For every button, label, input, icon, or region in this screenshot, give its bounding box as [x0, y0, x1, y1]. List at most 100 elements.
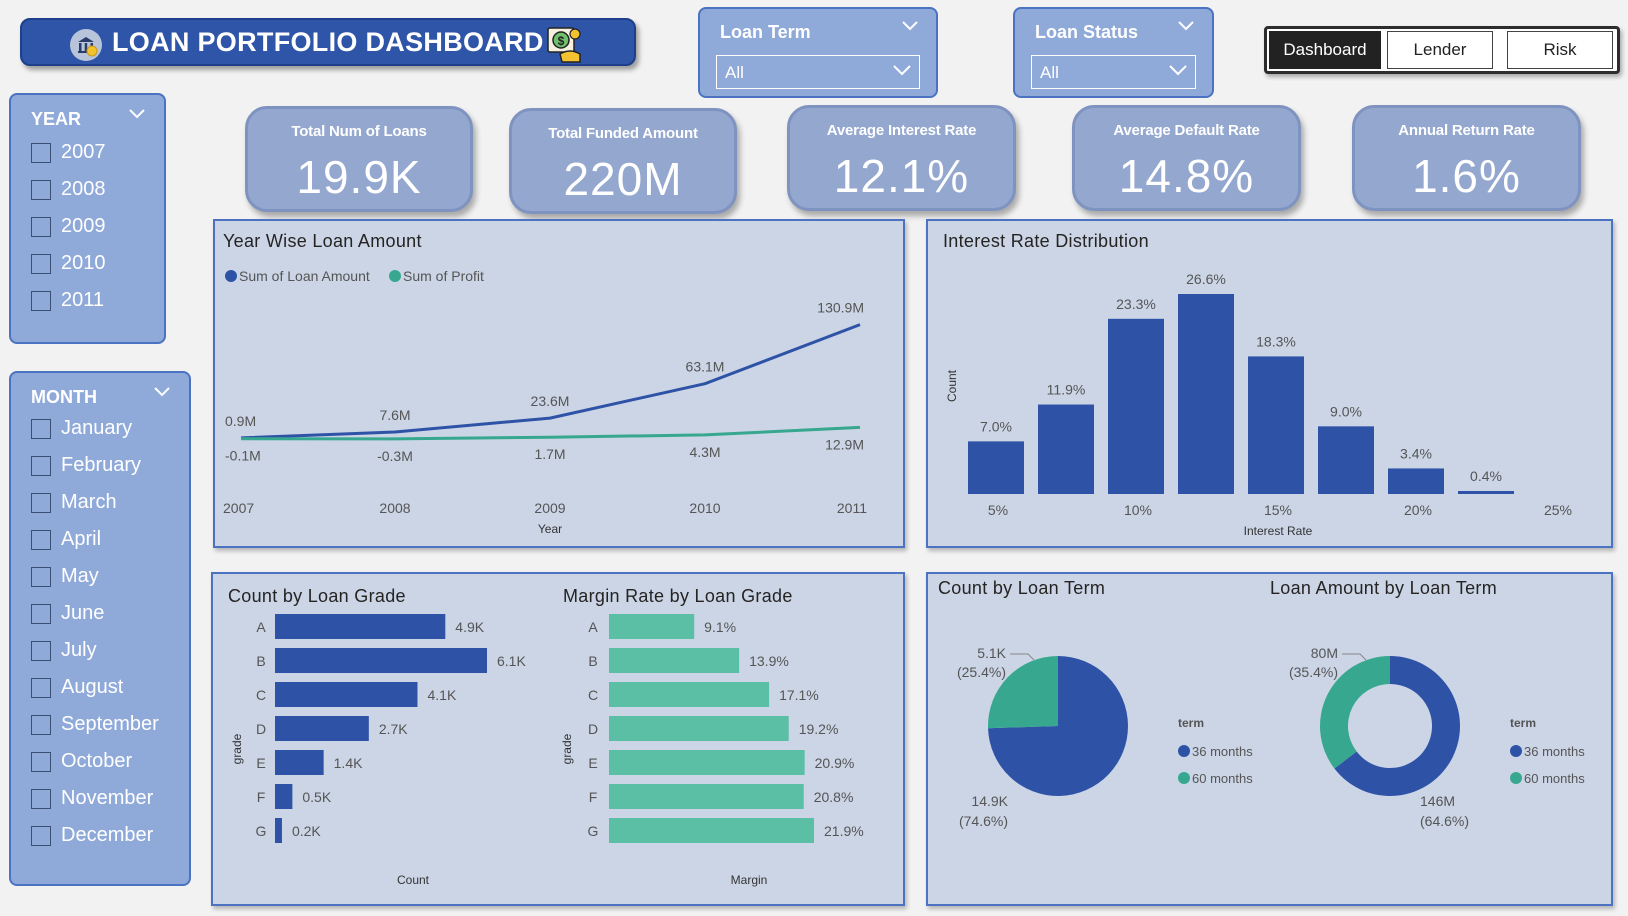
grade-margin-bar[interactable]: [609, 818, 814, 843]
checkbox[interactable]: [31, 640, 51, 661]
grade-count-bar[interactable]: [275, 682, 418, 707]
year-slicer-label: YEAR: [31, 109, 82, 129]
checkbox[interactable]: [31, 290, 51, 311]
loan-status-select[interactable]: All: [1031, 55, 1196, 89]
checkbox[interactable]: [31, 455, 51, 476]
checkbox[interactable]: [31, 418, 51, 439]
dashboard-nav-button[interactable]: Dashboard: [1269, 31, 1381, 69]
checkbox[interactable]: [31, 253, 51, 274]
month-option[interactable]: February: [31, 454, 141, 477]
y-tick-label: D: [256, 721, 266, 737]
grade-count-bar[interactable]: [275, 614, 446, 639]
month-option[interactable]: August: [31, 676, 123, 699]
chart-title: Count by Loan Term: [938, 578, 1106, 598]
chevron-down-icon[interactable]: [902, 21, 918, 31]
checkbox[interactable]: [31, 566, 51, 587]
chevron-down-icon: [1169, 65, 1187, 76]
grade-margin-bar[interactable]: [609, 716, 789, 741]
grade-margin-bar[interactable]: [609, 614, 695, 639]
month-option[interactable]: November: [31, 787, 153, 810]
checkbox[interactable]: [31, 751, 51, 772]
checkbox[interactable]: [31, 529, 51, 550]
checkbox[interactable]: [31, 216, 51, 237]
checkbox[interactable]: [31, 677, 51, 698]
year-option[interactable]: 2009: [31, 215, 106, 238]
count-pie-slice[interactable]: [988, 656, 1128, 796]
month-option[interactable]: January: [31, 417, 132, 440]
data-label: 1.4K: [334, 755, 363, 771]
checkbox[interactable]: [31, 825, 51, 846]
y-tick-label: A: [256, 619, 266, 635]
month-option[interactable]: September: [31, 713, 159, 736]
histogram-bar[interactable]: [1318, 426, 1374, 494]
checkbox[interactable]: [31, 142, 51, 163]
checkbox[interactable]: [31, 788, 51, 809]
checkbox[interactable]: [31, 714, 51, 735]
checkbox[interactable]: [31, 492, 51, 513]
checkbox[interactable]: [31, 603, 51, 624]
kpi-value: 12.1%: [833, 150, 970, 202]
grade-margin-bar[interactable]: [609, 682, 770, 707]
x-tick-label: 5%: [988, 502, 1008, 518]
chevron-down-icon[interactable]: [154, 387, 170, 397]
money-hand-icon: $: [544, 24, 584, 64]
amount-donut-slice[interactable]: [1334, 656, 1460, 796]
year-option-label: 2011: [61, 289, 105, 311]
x-tick-label: 10%: [1124, 502, 1152, 518]
year-wise-line-chart: Sum of Loan Amount Sum of Profit 0.9M 7.6M 2…: [223, 268, 867, 536]
month-option-label: August: [61, 676, 124, 698]
histogram-bar[interactable]: [1248, 356, 1304, 494]
month-option[interactable]: March: [31, 491, 117, 514]
legend-label: Sum of Loan Amount: [239, 268, 370, 284]
amount-donut-slice[interactable]: [1320, 656, 1390, 769]
kpi-value: 1.6%: [1412, 150, 1521, 202]
legend-marker: [1510, 745, 1522, 757]
lender-nav-button[interactable]: Lender: [1387, 31, 1493, 69]
loan-grade-bar-charts: A 4.9K B 6.1K C 4.1K D 2.7K E 1.4K F 0.5K G 0.2K Count…: [230, 614, 864, 887]
count-pie-slice[interactable]: [988, 656, 1058, 729]
grade-margin-bar[interactable]: [609, 784, 804, 809]
checkbox[interactable]: [31, 179, 51, 200]
month-option[interactable]: June: [31, 602, 104, 625]
month-option[interactable]: May: [31, 565, 99, 588]
x-tick-label: 15%: [1264, 502, 1292, 518]
grade-count-bar[interactable]: [275, 648, 487, 673]
histogram-bar[interactable]: [1388, 468, 1444, 494]
month-option-label: February: [61, 454, 142, 476]
month-slicer-label: MONTH: [31, 387, 97, 407]
year-option[interactable]: 2011: [31, 289, 104, 312]
month-option[interactable]: July: [31, 639, 97, 662]
grade-count-bar[interactable]: [275, 818, 282, 843]
histogram-bar[interactable]: [1038, 404, 1094, 494]
chevron-down-icon[interactable]: [1178, 21, 1194, 31]
histogram-bar[interactable]: [1108, 318, 1164, 494]
data-label: 1.7M: [534, 446, 565, 462]
month-option[interactable]: December: [31, 824, 153, 847]
risk-nav-button[interactable]: Risk: [1507, 31, 1613, 69]
histogram-bar[interactable]: [1458, 490, 1514, 494]
grade-margin-bar[interactable]: [609, 750, 805, 775]
data-label: (35.4%): [1289, 664, 1338, 680]
data-label: 11.9%: [1047, 382, 1086, 398]
year-option[interactable]: 2007: [31, 141, 106, 164]
grade-count-bar[interactable]: [275, 716, 369, 741]
month-option[interactable]: October: [31, 750, 132, 773]
histogram-bar[interactable]: [968, 441, 1024, 494]
month-option-label: July: [61, 639, 97, 661]
data-label: 18.3%: [1256, 333, 1296, 349]
month-option-label: April: [61, 528, 102, 550]
year-option[interactable]: 2010: [31, 252, 106, 275]
kpi-total-funded: Total Funded Amount 220M: [509, 108, 737, 214]
bank-coin-icon: [70, 29, 102, 61]
x-tick-label: 2008: [379, 500, 410, 516]
loan-term-select[interactable]: All: [716, 55, 920, 89]
grade-count-bar[interactable]: [275, 784, 293, 809]
y-tick-label: B: [588, 653, 597, 669]
histogram-bar[interactable]: [1178, 294, 1234, 494]
month-option[interactable]: April: [31, 528, 101, 551]
grade-margin-bar[interactable]: [609, 648, 740, 673]
chevron-down-icon[interactable]: [129, 109, 145, 119]
grade-count-bar[interactable]: [275, 750, 324, 775]
data-label: 5.1K: [977, 645, 1006, 661]
year-option[interactable]: 2008: [31, 178, 106, 201]
